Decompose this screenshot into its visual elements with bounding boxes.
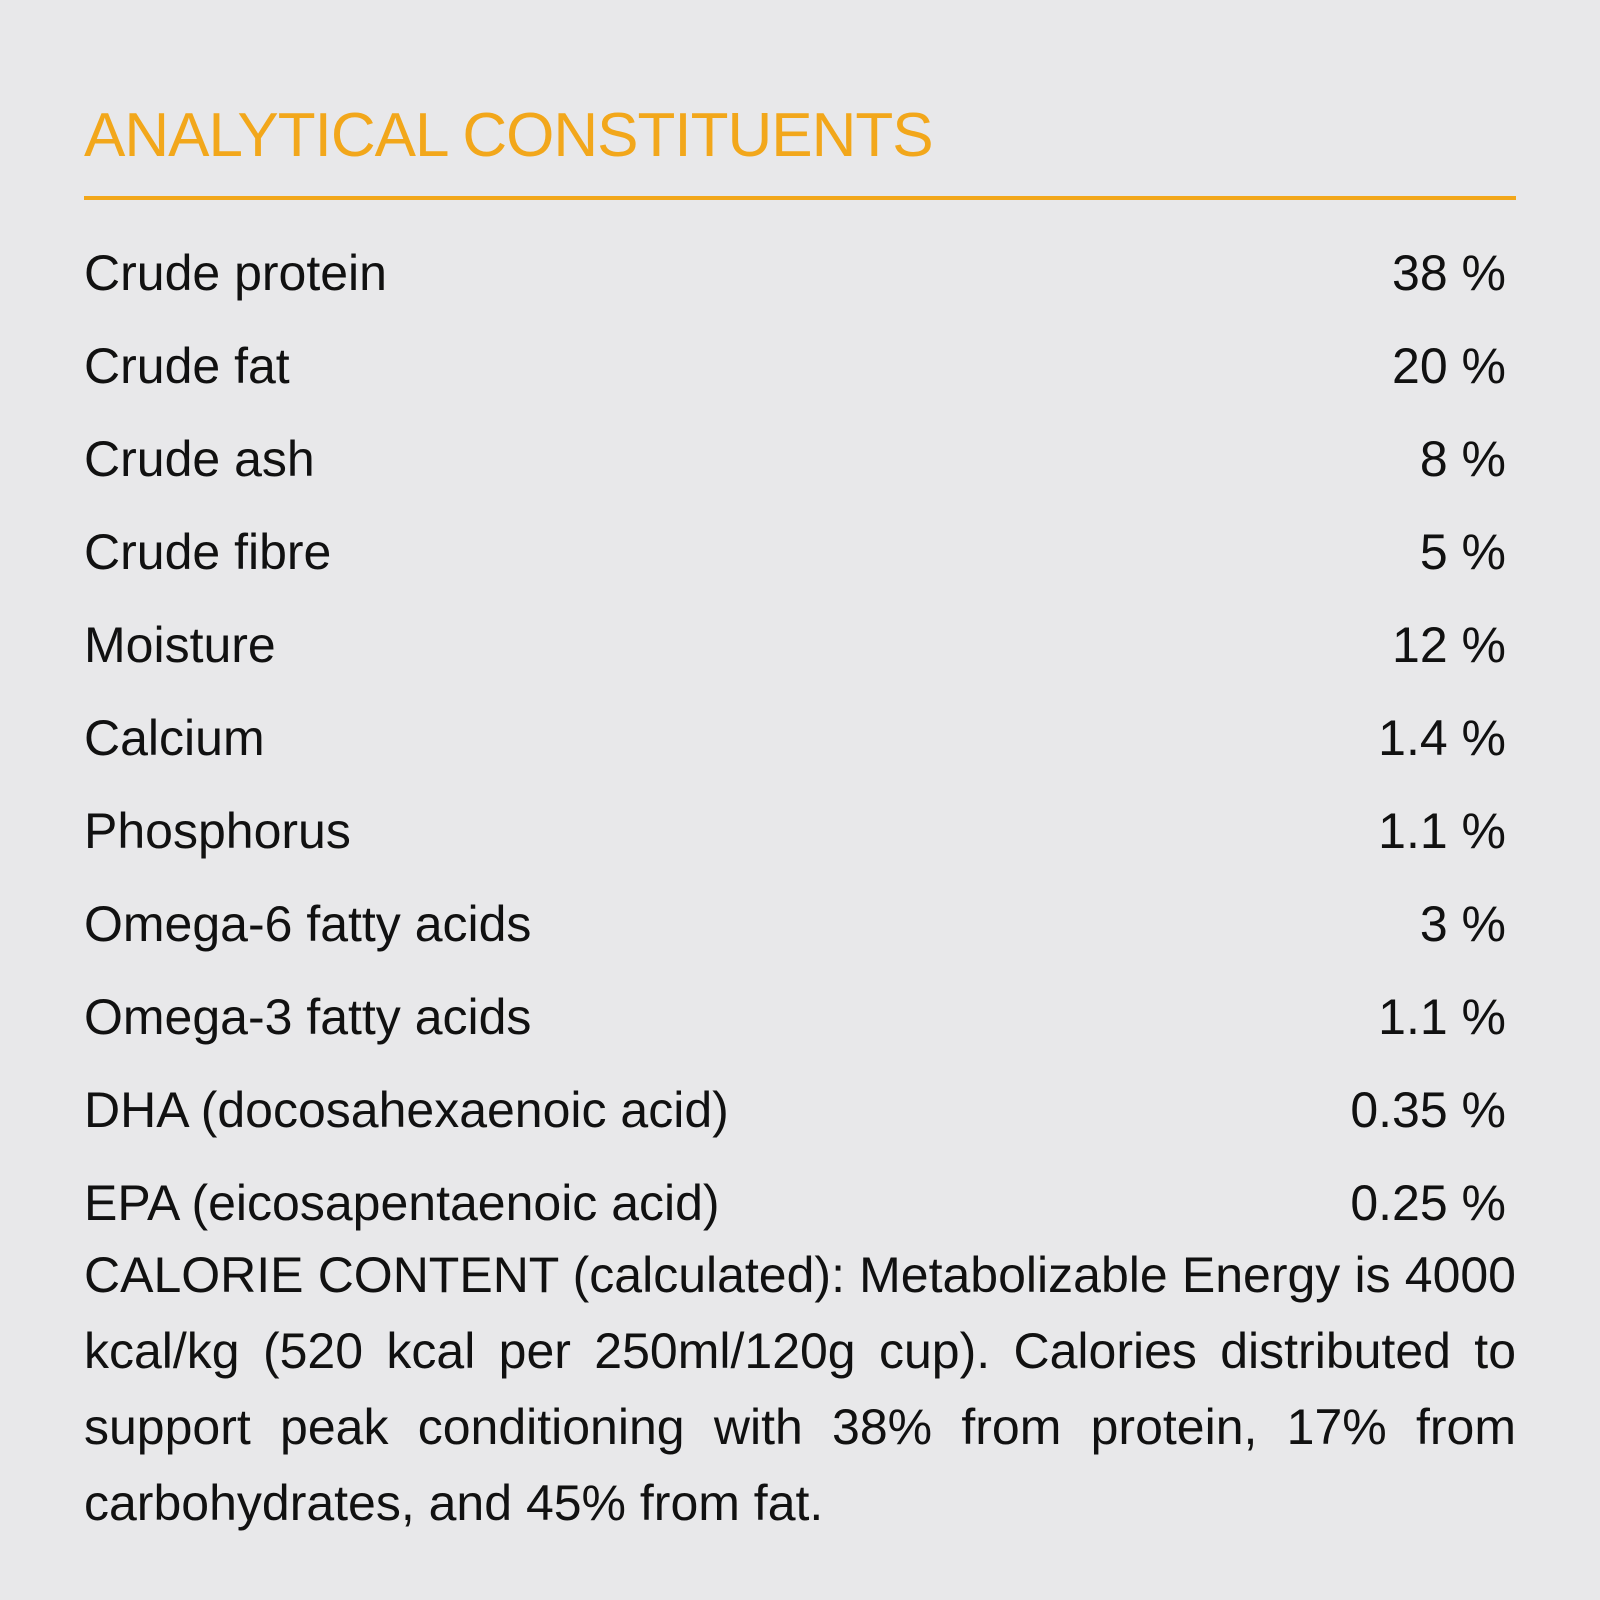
section-title: ANALYTICAL CONSTITUENTS: [84, 101, 934, 170]
row-label: Calcium: [84, 709, 265, 766]
row-label: DHA (docosahexaenoic acid): [84, 1081, 729, 1138]
table-row: EPA (eicosapentaenoic acid) 0.25 %: [84, 1156, 1506, 1249]
row-value: 1.4 %: [1378, 709, 1506, 766]
row-label: Moisture: [84, 616, 276, 673]
row-value: 5 %: [1419, 523, 1506, 580]
row-label: Phosphorus: [84, 802, 351, 859]
table-row: Omega-3 fatty acids 1.1 %: [84, 970, 1506, 1063]
table-row: Crude ash 8 %: [84, 412, 1506, 505]
row-label: EPA (eicosapentaenoic acid): [84, 1174, 720, 1231]
table-row: Omega-6 fatty acids 3 %: [84, 877, 1506, 970]
row-value: 1.1 %: [1378, 988, 1506, 1045]
row-label: Crude protein: [84, 244, 387, 301]
table-row: Calcium 1.4 %: [84, 691, 1506, 784]
row-label: Omega-3 fatty acids: [84, 988, 532, 1045]
row-value: 8 %: [1419, 430, 1506, 487]
table-row: Moisture 12 %: [84, 598, 1506, 691]
title-rule: [84, 196, 1516, 200]
row-label: Crude fat: [84, 337, 290, 394]
constituents-table: Crude protein 38 % Crude fat 20 % Crude ash 8…: [84, 226, 1506, 1249]
row-value: 20 %: [1392, 337, 1506, 394]
row-value: 1.1 %: [1378, 802, 1506, 859]
calorie-paragraph: CALORIE CONTENT (calculated): Metaboliza…: [84, 1247, 1516, 1531]
table-row: DHA (docosahexaenoic acid) 0.35 %: [84, 1063, 1506, 1156]
table-row: Crude fat 20 %: [84, 319, 1506, 412]
table-row: Crude protein 38 %: [84, 226, 1506, 319]
table-row: Crude fibre 5 %: [84, 505, 1506, 598]
row-value: 12 %: [1392, 616, 1506, 673]
row-label: Crude fibre: [84, 523, 332, 580]
row-value: 0.25 %: [1350, 1174, 1506, 1231]
row-value: 3 %: [1419, 895, 1506, 952]
row-label: Crude ash: [84, 430, 315, 487]
row-label: Omega-6 fatty acids: [84, 895, 532, 952]
row-value: 0.35 %: [1350, 1081, 1506, 1138]
row-value: 38 %: [1392, 244, 1506, 301]
table-row: Phosphorus 1.1 %: [84, 784, 1506, 877]
